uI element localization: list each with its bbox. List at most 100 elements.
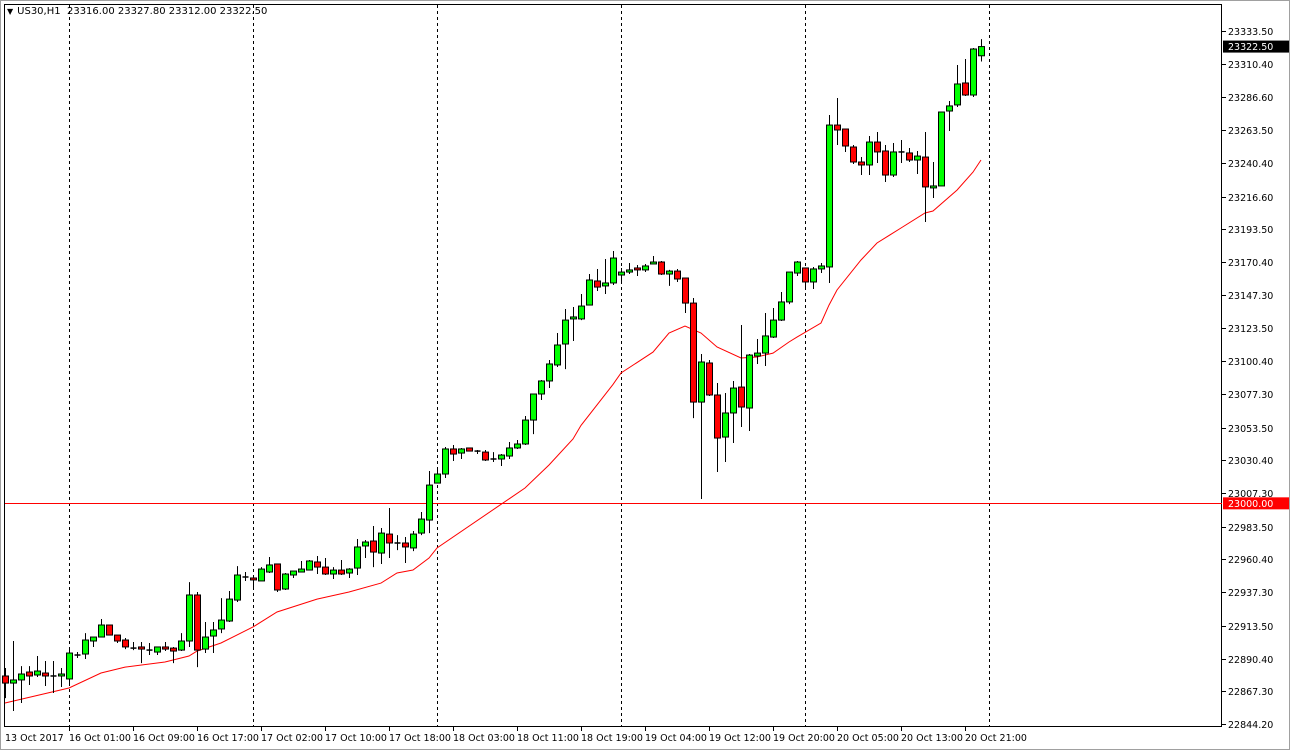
candle bbox=[186, 582, 193, 647]
price-tick-label: 22960.40 bbox=[1228, 555, 1273, 566]
candle bbox=[2, 668, 9, 699]
time-tick-label: 17 Oct 18:00 bbox=[389, 733, 451, 744]
candle bbox=[610, 250, 617, 285]
candle-body-bear bbox=[114, 634, 121, 642]
candle bbox=[626, 262, 633, 275]
candle bbox=[34, 656, 41, 677]
candle-body-bear bbox=[714, 394, 721, 439]
candle-body-bull bbox=[530, 393, 537, 421]
candle bbox=[362, 540, 369, 559]
candle bbox=[442, 446, 449, 478]
candle bbox=[378, 527, 385, 564]
candle bbox=[42, 660, 49, 687]
price-tick-label: 23007.30 bbox=[1228, 489, 1273, 500]
candle-body-bull bbox=[202, 636, 209, 650]
candle bbox=[458, 447, 465, 460]
candle-body-bear bbox=[858, 161, 865, 166]
day-separators bbox=[69, 5, 990, 727]
time-tick-label: 19 Oct 12:00 bbox=[709, 733, 771, 744]
candle bbox=[978, 39, 985, 62]
candle-body-bull bbox=[290, 570, 297, 576]
candle-body-bull bbox=[650, 261, 657, 265]
candle bbox=[570, 307, 577, 342]
candle-body-bull bbox=[266, 564, 273, 573]
price-badges: 23322.50 23000.00 bbox=[1223, 40, 1289, 510]
symbol-timeframe: US30,H1 bbox=[17, 6, 61, 17]
time-tick-label: 17 Oct 10:00 bbox=[325, 733, 387, 744]
candle-body-bull bbox=[562, 319, 569, 345]
candle-body-bull bbox=[458, 448, 465, 454]
triangle-down-icon[interactable]: ▼ bbox=[7, 7, 14, 16]
candle bbox=[826, 114, 833, 283]
candle-body-bull bbox=[762, 335, 769, 354]
candle-body-bull bbox=[506, 447, 513, 457]
candle bbox=[322, 558, 329, 576]
candle bbox=[738, 325, 745, 427]
candle-body-bear bbox=[138, 646, 145, 650]
candle-body-bull bbox=[90, 636, 97, 642]
candle-body-bear bbox=[962, 82, 969, 96]
candle bbox=[586, 274, 593, 306]
time-tick-label: 16 Oct 09:00 bbox=[133, 733, 195, 744]
candle-body-bull bbox=[522, 419, 529, 445]
moving-average-line bbox=[4, 159, 982, 704]
candle-body-bull bbox=[410, 533, 417, 549]
candle-body-bull bbox=[938, 111, 945, 187]
level-price-badge-bg bbox=[1223, 497, 1289, 510]
time-tick-label: 17 Oct 02:00 bbox=[261, 733, 323, 744]
candle bbox=[874, 131, 881, 163]
candle-body-bull bbox=[514, 443, 521, 449]
candle bbox=[490, 452, 497, 462]
candle bbox=[842, 128, 849, 152]
candle bbox=[954, 64, 961, 108]
candle bbox=[394, 535, 401, 551]
candle bbox=[482, 449, 489, 461]
time-tick-label: 20 Oct 05:00 bbox=[837, 733, 899, 744]
candle-body-bear bbox=[274, 563, 281, 591]
candle-body-bull bbox=[442, 448, 449, 475]
candle-body-bull bbox=[298, 568, 305, 573]
price-tick-label: 22913.50 bbox=[1228, 622, 1273, 633]
candle bbox=[522, 415, 529, 445]
candle-body-bear bbox=[594, 280, 601, 288]
candle bbox=[746, 354, 753, 431]
candle bbox=[242, 572, 249, 581]
candle-body-bear bbox=[874, 141, 881, 153]
candle-body-bull bbox=[954, 83, 961, 106]
candle-body-bull bbox=[258, 568, 265, 582]
candle-body-bull bbox=[82, 639, 89, 655]
candle-body-bear bbox=[2, 675, 9, 684]
candle-body-bear bbox=[674, 270, 681, 280]
time-tick-label: 13 Oct 2017 bbox=[5, 733, 64, 744]
candle-body-bear bbox=[42, 672, 49, 677]
candle-body-bull bbox=[98, 624, 105, 638]
price-axis[interactable]: 23333.50 23310.40 23286.60 23263.50 23240.40… bbox=[1222, 27, 1273, 731]
candle-body-bear bbox=[386, 533, 393, 544]
candle bbox=[578, 294, 585, 321]
candle bbox=[850, 145, 857, 164]
price-tick-label: 22867.30 bbox=[1228, 687, 1273, 698]
candle-body-bear bbox=[842, 128, 849, 147]
candle bbox=[666, 269, 673, 286]
candle bbox=[74, 652, 81, 658]
candle-body-bull bbox=[610, 257, 617, 284]
candle bbox=[26, 666, 33, 686]
candle-body-bear bbox=[322, 566, 329, 575]
candle bbox=[154, 646, 161, 656]
time-axis[interactable]: 13 Oct 2017 16 Oct 01:00 16 Oct 09:00 16 Oc… bbox=[5, 727, 1027, 744]
candle-body-bull bbox=[866, 141, 873, 166]
candle bbox=[618, 267, 625, 283]
candle-body-bear bbox=[450, 448, 457, 455]
candle bbox=[858, 157, 865, 176]
candle bbox=[354, 539, 361, 576]
candle-body-bull bbox=[602, 282, 609, 287]
candle-body-bull bbox=[754, 352, 761, 357]
candle-body-bull bbox=[554, 344, 561, 366]
time-tick-label: 19 Oct 20:00 bbox=[773, 733, 835, 744]
candle bbox=[762, 312, 769, 366]
time-tick-label: 16 Oct 01:00 bbox=[69, 733, 131, 744]
candle bbox=[194, 592, 201, 668]
time-tick-label: 18 Oct 19:00 bbox=[581, 733, 643, 744]
candle bbox=[802, 267, 809, 289]
